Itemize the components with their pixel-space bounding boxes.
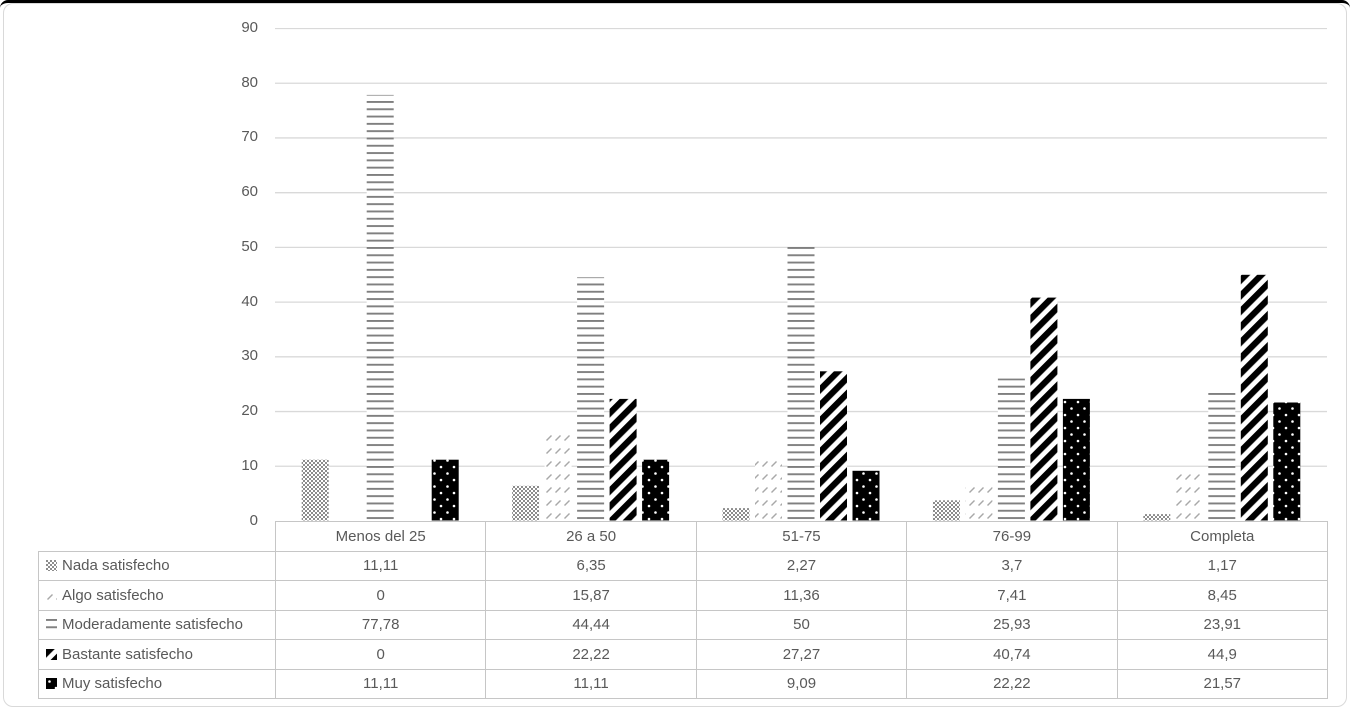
series-name: Algo satisfecho [62, 586, 164, 604]
value-cell: 22,22 [906, 668, 1118, 699]
table-row: Algo satisfecho 0 15,87 11,36 7,41 8,45 [38, 580, 1328, 611]
value-cell: 9,09 [695, 668, 908, 699]
bar-series0-cat2 [722, 508, 750, 521]
legend-key-trellis-weave-gray-icon [46, 560, 57, 572]
legend-key-horizontal-lines-gray-icon [46, 619, 57, 631]
legend-key-black-with-white-dots-icon [46, 678, 57, 690]
value-cell: 0 [274, 580, 487, 611]
value-cell: 23,91 [1116, 609, 1328, 640]
plot-area [275, 28, 1327, 521]
table-corner-cell [39, 522, 276, 552]
value-cell: 77,78 [274, 609, 487, 640]
value-cell: 11,11 [274, 550, 487, 581]
value-cell: 27,27 [695, 639, 908, 670]
y-tick-label: 90 [241, 19, 258, 36]
series-label-cell: Bastante satisfecho [38, 639, 276, 670]
bar-series1-cat2 [755, 458, 782, 521]
legend-key-bold-diagonal-stripes-black-icon [46, 648, 57, 660]
table-row: Nada satisfecho 11,11 6,35 2,27 3,7 1,17 [38, 550, 1328, 581]
value-cell: 44,44 [485, 609, 697, 640]
category-header: Menos del 25 [274, 521, 487, 552]
series-label-cell: Moderadamente satisfecho [38, 609, 276, 640]
value-cell: 40,74 [906, 639, 1118, 670]
category-header: 51-75 [695, 521, 908, 552]
y-tick-label: 20 [241, 402, 258, 420]
series-label-cell: Muy satisfecho [38, 668, 276, 699]
value-cell: 22,22 [485, 639, 697, 670]
y-tick-label: 50 [241, 237, 258, 255]
series-name: Nada satisfecho [62, 557, 170, 575]
value-cell: 11,36 [695, 580, 908, 611]
value-cell: 7,41 [906, 580, 1118, 611]
bar-series2-cat3 [997, 378, 1025, 521]
bar-series2-cat0 [366, 94, 394, 521]
value-cell: 0 [274, 639, 487, 670]
category-header: 26 a 50 [485, 521, 697, 552]
y-tick-label: 80 [241, 73, 258, 91]
value-cell: 15,87 [485, 580, 697, 611]
value-cell: 8,45 [1116, 580, 1328, 611]
series-label-cell: Algo satisfecho [38, 580, 276, 611]
data-table: Menos del 25 26 a 50 51-75 76-99 Completa Nad… [38, 521, 1328, 699]
bar-series4-cat2 [852, 470, 880, 521]
bar-series2-cat1 [577, 277, 605, 521]
y-tick-label: 10 [241, 456, 258, 474]
bar-series1-cat4 [1175, 474, 1203, 521]
y-tick-label: 40 [241, 292, 258, 310]
y-tick-label: 70 [241, 128, 258, 146]
bar-series4-cat4 [1273, 402, 1301, 521]
category-header: 76-99 [906, 521, 1118, 552]
value-cell: 1,17 [1116, 550, 1328, 581]
value-cell: 3,7 [906, 550, 1118, 581]
bar-series4-cat3 [1062, 398, 1090, 521]
value-cell: 6,35 [485, 550, 697, 581]
bar-series0-cat4 [1143, 514, 1171, 521]
y-tick-label: 0 [249, 511, 258, 529]
bar-series0-cat3 [932, 500, 960, 521]
legend-key-light-diagonal-dashes-icon [46, 589, 57, 601]
table-row: Moderadamente satisfecho 77,78 44,44 50 25,9… [38, 609, 1328, 640]
category-header: Completa [1116, 521, 1328, 552]
series-name: Muy satisfecho [62, 675, 163, 693]
bar-series2-cat2 [787, 246, 815, 521]
value-cell: 11,11 [274, 668, 487, 699]
series-label-cell: Nada satisfecho [38, 550, 276, 581]
value-cell: 50 [695, 609, 908, 640]
bar-series3-cat3 [1030, 297, 1058, 521]
bar-series4-cat1 [642, 459, 670, 521]
value-cell: 21,57 [1116, 668, 1328, 699]
bar-series1-cat3 [965, 480, 993, 521]
bar-series3-cat2 [820, 371, 847, 521]
value-cell: 11,11 [485, 668, 697, 699]
value-cell: 25,93 [906, 609, 1118, 640]
bar-series1-cat1 [544, 433, 572, 521]
table-row: Muy satisfecho 11,11 11,11 9,09 22,22 21,57 [38, 668, 1328, 699]
bar-series0-cat0 [301, 459, 329, 521]
series-name: Moderadamente satisfecho [62, 616, 243, 634]
y-tick-label: 60 [241, 183, 258, 201]
y-tick-label: 30 [241, 347, 258, 365]
bar-series0-cat1 [512, 485, 540, 521]
table-row: Bastante satisfecho 0 22,22 27,27 40,74 44,9 [38, 639, 1328, 670]
bar-series4-cat0 [431, 459, 459, 521]
bar-series3-cat1 [609, 398, 637, 521]
value-cell: 2,27 [695, 550, 908, 581]
value-cell: 44,9 [1116, 639, 1328, 670]
series-name: Bastante satisfecho [62, 645, 193, 663]
bar-series3-cat4 [1240, 274, 1268, 521]
bar-series2-cat4 [1208, 389, 1236, 521]
